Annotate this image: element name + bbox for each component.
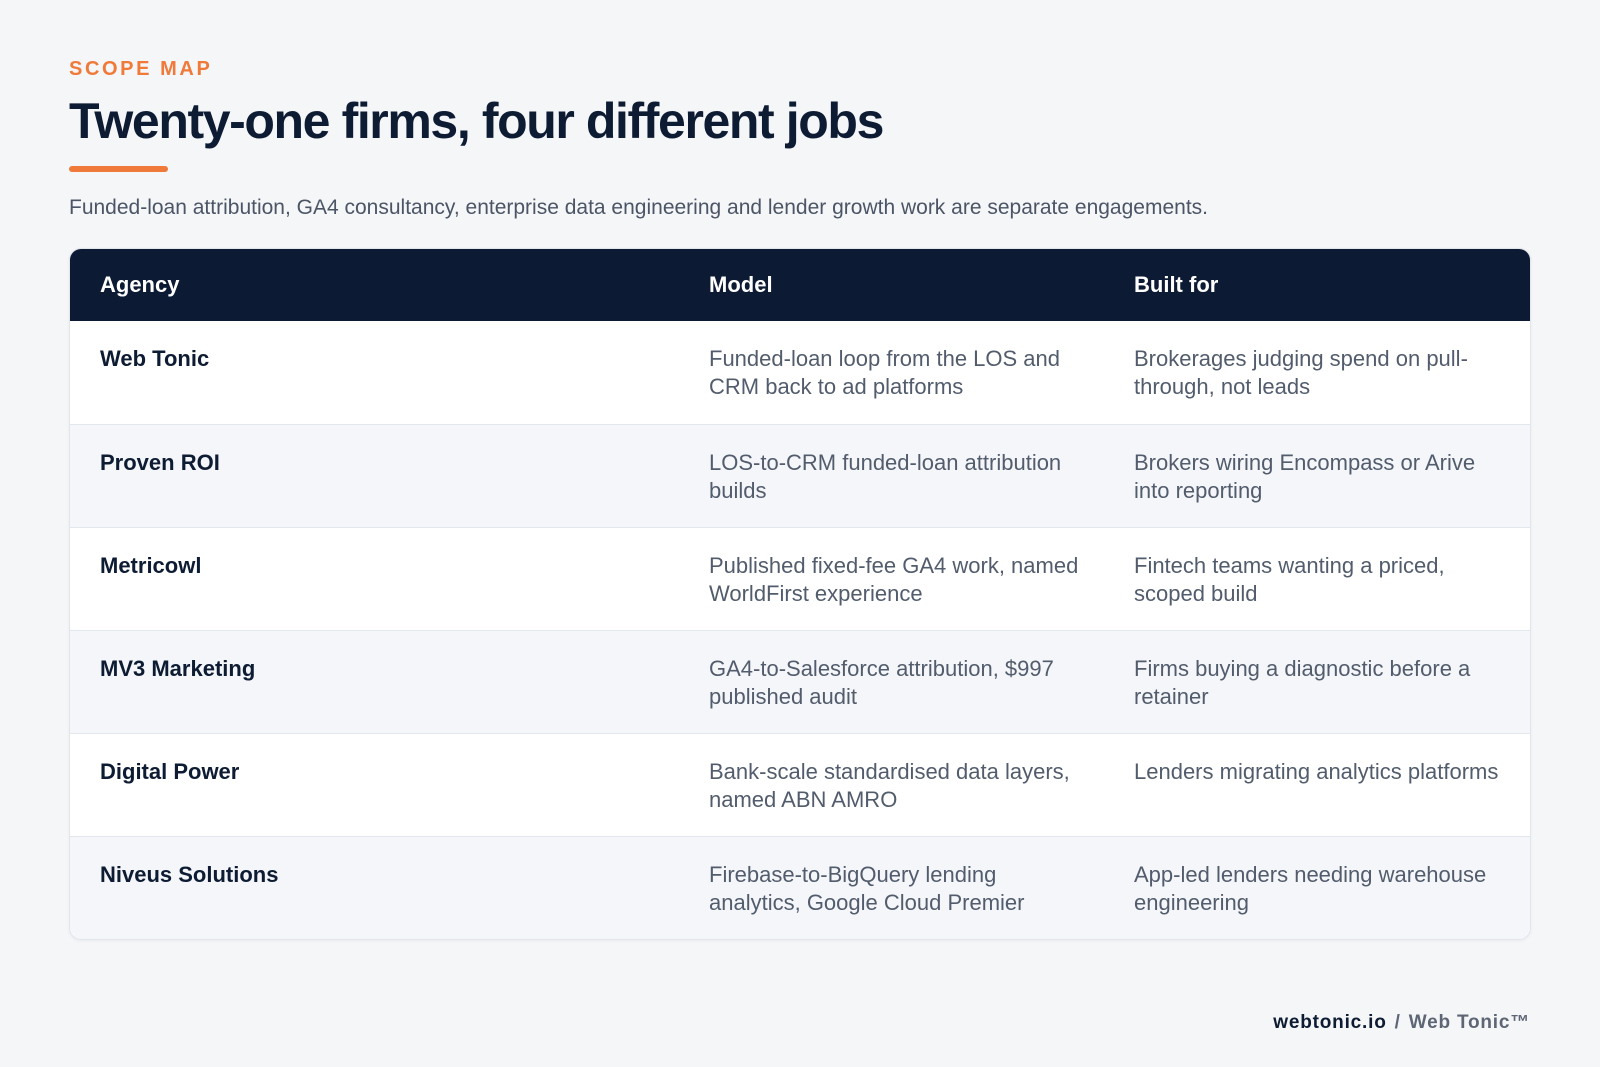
header-agency: Agency bbox=[100, 272, 180, 297]
page-subtitle: Funded-loan attribution, GA4 consultancy… bbox=[69, 196, 1208, 219]
agency-name: Proven ROI bbox=[100, 450, 220, 475]
table-header: Agency Model Built for bbox=[70, 249, 1530, 321]
table-row: Proven ROI LOS-to-CRM funded-loan attrib… bbox=[70, 424, 1530, 527]
built-for-text: Lenders migrating analytics platforms bbox=[1134, 759, 1499, 784]
built-for-text: Brokers wiring Encompass or Arive into r… bbox=[1134, 450, 1476, 503]
agency-name: Web Tonic bbox=[100, 346, 210, 371]
model-text: Bank-scale standardised data layers, nam… bbox=[709, 759, 1070, 812]
built-for-text: App-led lenders needing warehouse engine… bbox=[1134, 862, 1487, 915]
eyebrow-label: SCOPE MAP bbox=[69, 58, 213, 80]
page-title: Twenty-one firms, four different jobs bbox=[69, 93, 884, 149]
agency-name: Digital Power bbox=[100, 759, 240, 784]
model-text: Funded-loan loop from the LOS and CRM ba… bbox=[709, 346, 1061, 399]
model-text: GA4-to-Salesforce attribution, $997 publ… bbox=[709, 656, 1054, 709]
footer-credit: webtonic.io / Web Tonic™ bbox=[1273, 1012, 1530, 1034]
table-row: Metricowl Published fixed-fee GA4 work, … bbox=[70, 527, 1530, 630]
model-text: Published fixed-fee GA4 work, named Worl… bbox=[709, 553, 1079, 606]
table-row: MV3 Marketing GA4-to-Salesforce attribut… bbox=[70, 630, 1530, 733]
built-for-text: Firms buying a diagnostic before a retai… bbox=[1134, 656, 1471, 709]
footer-site-link[interactable]: webtonic.io bbox=[1273, 1012, 1387, 1033]
table-row: Web Tonic Funded-loan loop from the LOS … bbox=[70, 321, 1530, 424]
title-accent-rule bbox=[69, 166, 168, 172]
header-model: Model bbox=[709, 272, 773, 297]
footer-brand: Web Tonic™ bbox=[1408, 1012, 1530, 1033]
built-for-text: Fintech teams wanting a priced, scoped b… bbox=[1134, 553, 1445, 606]
model-text: Firebase-to-BigQuery lending analytics, … bbox=[709, 862, 1025, 915]
scope-table: Agency Model Built for Web Tonic Funded-… bbox=[69, 248, 1531, 940]
footer-separator: / bbox=[1394, 1012, 1401, 1033]
table-row: Digital Power Bank-scale standardised da… bbox=[70, 733, 1530, 836]
agency-name: Niveus Solutions bbox=[100, 862, 279, 887]
agency-name: Metricowl bbox=[100, 553, 202, 578]
header-built-for: Built for bbox=[1134, 272, 1219, 297]
built-for-text: Brokerages judging spend on pull-through… bbox=[1134, 346, 1468, 399]
model-text: LOS-to-CRM funded-loan attribution build… bbox=[709, 450, 1062, 503]
table-row: Niveus Solutions Firebase-to-BigQuery le… bbox=[70, 836, 1530, 939]
agency-name: MV3 Marketing bbox=[100, 656, 256, 681]
